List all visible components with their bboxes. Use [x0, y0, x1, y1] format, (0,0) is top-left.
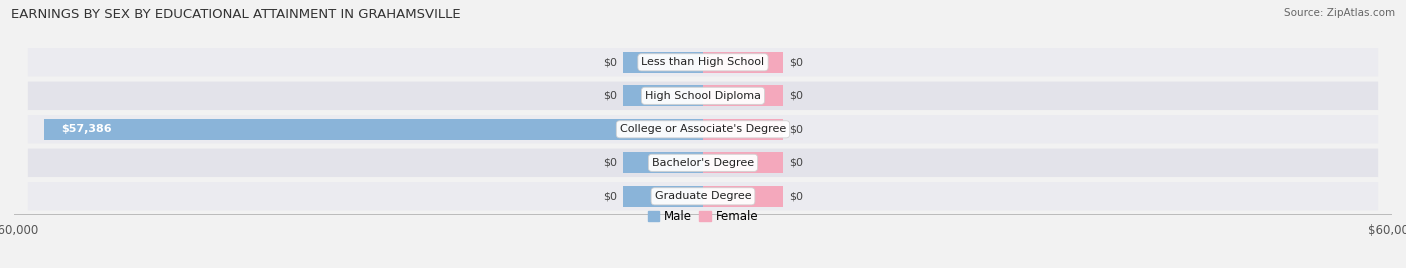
- Bar: [623, 85, 703, 106]
- Text: $0: $0: [603, 57, 617, 67]
- FancyBboxPatch shape: [28, 81, 1378, 110]
- Bar: [623, 52, 703, 73]
- Bar: [44, 119, 703, 140]
- Text: $0: $0: [789, 91, 803, 101]
- Text: $0: $0: [789, 124, 803, 134]
- Bar: [703, 52, 783, 73]
- Text: $0: $0: [603, 158, 617, 168]
- FancyBboxPatch shape: [28, 48, 1378, 77]
- Bar: [623, 152, 703, 173]
- Text: Source: ZipAtlas.com: Source: ZipAtlas.com: [1284, 8, 1395, 18]
- Legend: Male, Female: Male, Female: [643, 206, 763, 228]
- Bar: [623, 186, 703, 207]
- Text: $0: $0: [789, 57, 803, 67]
- FancyBboxPatch shape: [28, 182, 1378, 211]
- Text: $57,386: $57,386: [62, 124, 112, 134]
- Bar: [703, 85, 783, 106]
- Text: Graduate Degree: Graduate Degree: [655, 191, 751, 201]
- Text: High School Diploma: High School Diploma: [645, 91, 761, 101]
- Text: Less than High School: Less than High School: [641, 57, 765, 67]
- Bar: [703, 152, 783, 173]
- Text: $0: $0: [789, 191, 803, 201]
- Bar: [703, 119, 783, 140]
- Text: EARNINGS BY SEX BY EDUCATIONAL ATTAINMENT IN GRAHAMSVILLE: EARNINGS BY SEX BY EDUCATIONAL ATTAINMEN…: [11, 8, 461, 21]
- Text: $0: $0: [789, 158, 803, 168]
- FancyBboxPatch shape: [28, 148, 1378, 177]
- Text: Bachelor's Degree: Bachelor's Degree: [652, 158, 754, 168]
- Bar: [703, 186, 783, 207]
- Text: $0: $0: [603, 91, 617, 101]
- Text: College or Associate's Degree: College or Associate's Degree: [620, 124, 786, 134]
- Text: $0: $0: [603, 191, 617, 201]
- FancyBboxPatch shape: [28, 115, 1378, 144]
